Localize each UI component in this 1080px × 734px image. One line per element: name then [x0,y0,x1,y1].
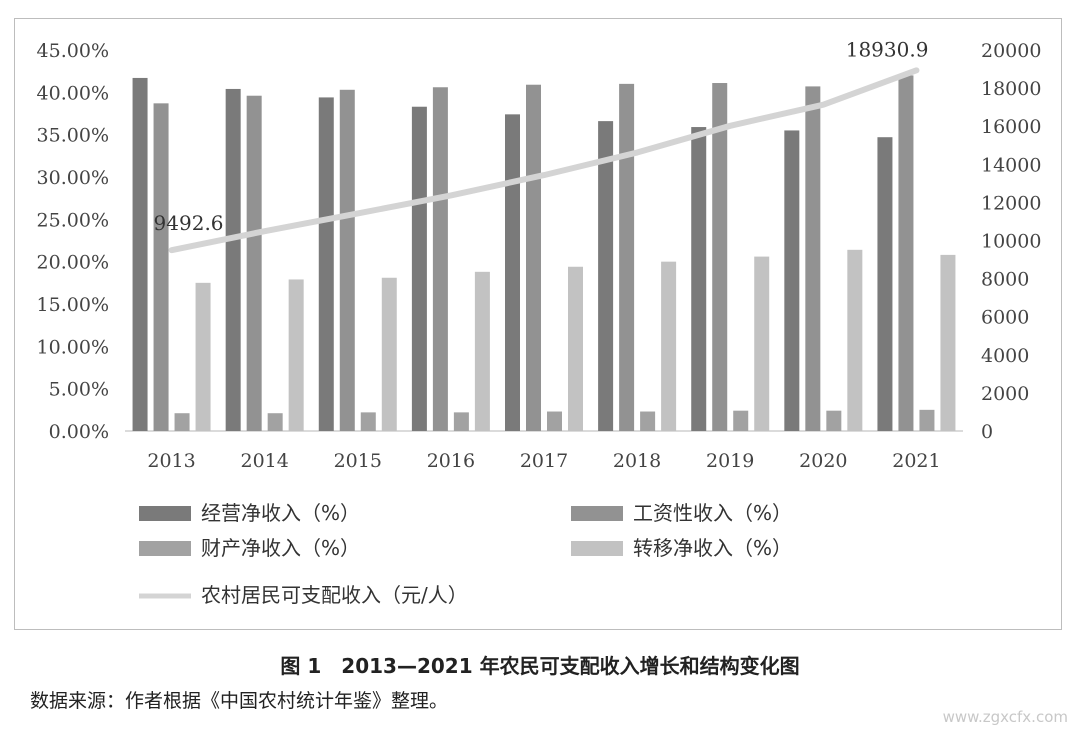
bar-0 [877,137,893,431]
left-tick-label: 0.00% [49,421,109,443]
income-data-label: 9492.6 [154,211,224,235]
right-tick-label: 12000 [981,192,1041,214]
right-tick-label: 20000 [981,40,1041,62]
income-point [821,102,826,107]
left-tick-label: 30.00% [37,167,109,189]
bar-1 [432,87,448,432]
x-tick-label: 2017 [520,450,568,472]
bar-1 [526,84,541,432]
income-line [168,67,920,254]
income-point [169,248,174,253]
bar-2 [826,410,842,431]
x-tick-label: 2021 [892,450,940,472]
bar-1 [805,86,821,431]
bar-1 [898,75,914,432]
figure-caption: 图 1 2013—2021 年农民可支配收入增长和结构变化图 [280,654,800,678]
legend-swatch [139,541,191,556]
bar-0 [411,106,427,431]
legend: 经营净收入（%） 工资性收入（%） 财产净收入（%） 转移净收入（%） 农村居民可支配收… [139,501,792,607]
bar-1 [153,103,169,431]
legend-swatch [571,506,623,521]
income-point [728,123,733,128]
right-tick-label: 16000 [981,116,1041,138]
bar-2 [267,413,283,431]
bar-1 [619,83,635,431]
legend-label: 财产净收入（%） [201,536,360,560]
right-tick-label: 0 [981,421,993,443]
bar-1 [246,95,262,431]
bar-3 [754,256,770,431]
bar-0 [505,114,520,431]
left-tick-label: 20.00% [37,252,109,274]
bar-2 [453,412,469,431]
x-tick-label: 2013 [147,450,195,472]
right-tick-label: 2000 [981,383,1029,405]
bar-0 [318,97,334,431]
bar-2 [733,410,749,431]
bar-3 [568,266,583,431]
bar-0 [691,127,707,432]
x-tick-label: 2016 [427,450,475,472]
left-tick-label: 5.00% [49,379,109,401]
legend-label: 农村居民可支配收入（元/人） [201,583,468,607]
bar-3 [288,279,304,431]
right-tick-label: 4000 [981,345,1029,367]
left-tick-label: 40.00% [37,82,109,104]
bar-0 [598,121,614,432]
legend-swatch [139,506,191,521]
x-axis: 2013 2014 2015 2016 2017 2018 2019 2020 2021 [147,450,940,472]
income-data-label: 18930.9 [846,37,929,61]
income-point [635,150,640,155]
legend-label: 转移净收入（%） [633,536,792,560]
x-tick-label: 2018 [613,450,661,472]
left-tick-label: 10.00% [37,336,109,358]
bar-3 [195,282,211,431]
legend-swatch [571,541,623,556]
left-tick-label: 45.00% [37,40,109,62]
x-tick-label: 2014 [240,450,288,472]
bar-0 [784,130,800,431]
bar-0 [132,77,148,431]
income-point [262,229,267,234]
income-point [448,193,453,198]
bar-2 [919,409,935,431]
bar-3 [474,271,490,431]
bar-2 [640,411,656,431]
right-tick-label: 6000 [981,307,1029,329]
bar-2 [360,412,376,431]
bar-2 [547,411,562,431]
right-axis: 0 2000 4000 6000 8000 10000 12000 14000 16000 180… [981,40,1041,443]
source-note: 数据来源：作者根据《中国农村统计年鉴》整理。 [30,690,449,712]
bar-3 [940,254,956,431]
income-point [355,211,360,216]
bar-3 [661,261,677,431]
bar-1 [712,83,728,432]
left-tick-label: 35.00% [37,125,109,147]
income-point [542,173,546,178]
legend-label: 工资性收入（%） [633,501,792,525]
right-tick-label: 8000 [981,269,1029,291]
bar-3 [381,277,397,431]
income-line-series: 9492.6 18930.9 [154,37,929,254]
right-tick-label: 10000 [981,231,1041,253]
right-tick-label: 14000 [981,154,1041,176]
right-tick-label: 18000 [981,78,1041,100]
left-axis: 0.00% 5.00% 10.00% 15.00% 20.00% 25.00% 30.00%… [37,40,109,443]
bar-2 [174,413,190,431]
watermark: www.zgxcfx.com [942,708,1068,726]
left-tick-label: 25.00% [37,209,109,231]
x-tick-label: 2019 [706,450,754,472]
income-point [914,68,919,73]
x-tick-label: 2015 [334,450,382,472]
chart-svg: 0.00% 5.00% 10.00% 15.00% 20.00% 25.00% 30.00%… [37,37,1042,607]
bar-0 [225,88,241,432]
bar-series [132,75,956,432]
legend-label: 经营净收入（%） [201,501,360,525]
bar-1 [339,89,355,431]
bar-3 [847,249,863,431]
chart-frame: 0.00% 5.00% 10.00% 15.00% 20.00% 25.00% 30.00%… [14,18,1062,630]
left-tick-label: 15.00% [37,294,109,316]
x-tick-label: 2020 [799,450,847,472]
